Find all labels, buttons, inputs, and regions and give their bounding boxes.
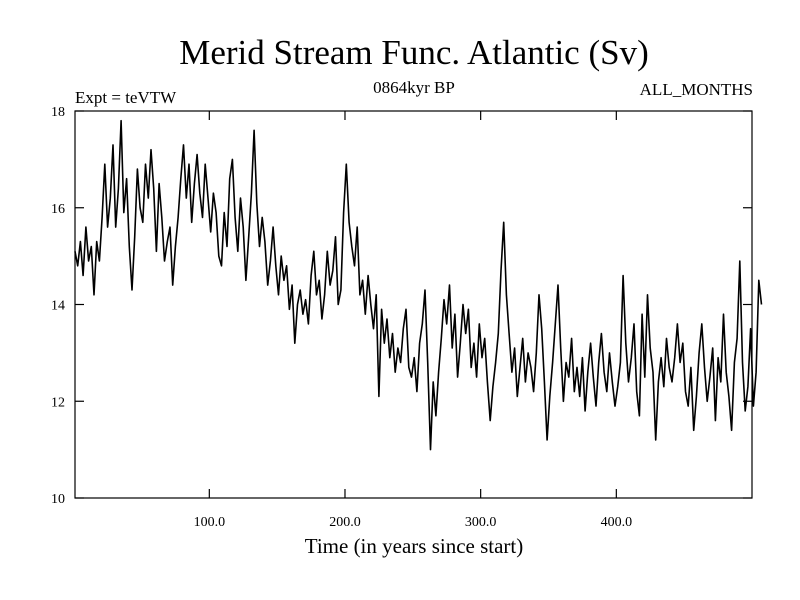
y-tick-label: 14 bbox=[51, 299, 65, 314]
x-tick-label: 300.0 bbox=[465, 515, 497, 530]
y-tick-label: 18 bbox=[51, 105, 65, 120]
period-label: 0864kyr BP bbox=[373, 78, 455, 97]
chart-title: Merid Stream Func. Atlantic (Sv) bbox=[179, 33, 649, 72]
x-tick-label: 200.0 bbox=[329, 515, 361, 530]
y-tick-label: 16 bbox=[51, 202, 65, 217]
y-axis: 10 12 14 16 18 bbox=[51, 105, 752, 507]
x-tick-label: 400.0 bbox=[601, 515, 633, 530]
x-axis-label: Time (in years since start) bbox=[305, 534, 524, 558]
y-tick-label: 12 bbox=[51, 395, 65, 410]
plot-frame bbox=[74, 110, 753, 499]
months-label: ALL_MONTHS bbox=[640, 80, 753, 99]
y-tick-label: 10 bbox=[51, 492, 65, 507]
x-tick-label: 100.0 bbox=[194, 515, 226, 530]
series-line bbox=[74, 119, 763, 451]
experiment-label: Expt = teVTW bbox=[75, 88, 177, 107]
x-axis: 100.0 200.0 300.0 400.0 bbox=[194, 111, 633, 530]
